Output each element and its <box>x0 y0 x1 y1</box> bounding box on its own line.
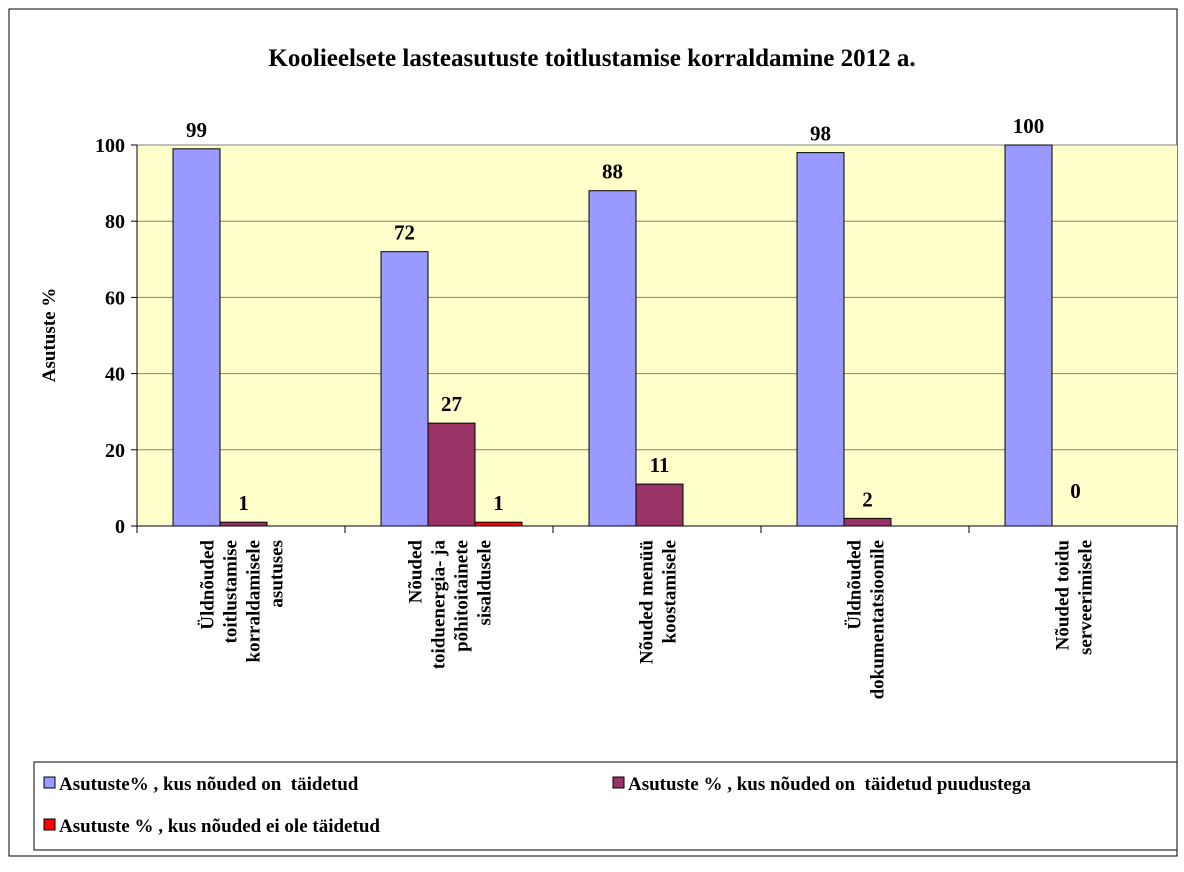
plot-area <box>137 145 1177 526</box>
legend-label: Asutuste % , kus nõuded ei ole täidetud <box>59 816 380 837</box>
legend-swatch <box>43 776 56 789</box>
bar <box>219 521 268 527</box>
chart-title: Koolieelsete lasteasutuste toitlustamise… <box>268 45 915 72</box>
bar <box>635 483 684 527</box>
value-label: 100 <box>1013 114 1045 138</box>
bar <box>588 190 637 527</box>
x-tick-label: toiduenergia- ja <box>429 540 450 670</box>
value-label: 1 <box>238 491 249 515</box>
y-tick-label: 100 <box>95 135 125 157</box>
bar <box>380 251 429 527</box>
legend-swatch <box>43 818 56 831</box>
bar <box>172 148 221 527</box>
x-tick-label: koostamisele <box>660 540 681 643</box>
legend-label: Asutuste% , kus nõuded on täidetud <box>59 774 359 795</box>
value-label: 2 <box>862 487 873 511</box>
bar <box>427 422 476 527</box>
value-label: 11 <box>650 453 670 477</box>
x-tick-label: Nõuded <box>406 540 427 604</box>
y-tick-label: 0 <box>115 516 125 538</box>
bar <box>843 517 892 527</box>
x-tick-label: Üldnõuded <box>845 540 866 630</box>
x-tick-label: korraldamisele <box>244 540 265 662</box>
value-label: 99 <box>186 118 207 142</box>
value-label: 88 <box>602 160 623 184</box>
y-tick-label: 60 <box>105 287 125 309</box>
x-tick-label: Nõuded menüü <box>637 540 658 664</box>
x-tick-label: Nõuded toidu <box>1053 540 1074 651</box>
bar <box>474 521 523 527</box>
x-tick-label: Üldnõuded <box>198 540 219 630</box>
y-tick-label: 40 <box>105 364 125 386</box>
bar <box>1004 144 1053 527</box>
value-label: 98 <box>810 122 831 146</box>
value-label: 1 <box>493 491 504 515</box>
bar <box>796 152 845 527</box>
value-label: 0 <box>1070 479 1081 503</box>
x-tick-label: toitlustamise <box>221 540 242 643</box>
y-tick-label: 20 <box>105 440 125 462</box>
x-tick-label: serveerimisele <box>1076 540 1097 655</box>
legend-label: Asutuste % , kus nõuded on täidetud puud… <box>628 774 1031 795</box>
x-tick-label: sisaldusele <box>475 540 496 626</box>
legend-swatch <box>612 776 625 789</box>
x-tick-label: dokumentatsioonile <box>868 540 889 699</box>
value-label: 72 <box>394 221 415 245</box>
y-tick-label: 80 <box>105 211 125 233</box>
x-tick-label: asutuses <box>267 540 288 608</box>
x-tick-label: põhitoitainete <box>452 540 473 652</box>
value-label: 27 <box>441 392 462 416</box>
y-axis-label: Asutuste % <box>39 288 60 382</box>
legend-box <box>33 761 1178 851</box>
